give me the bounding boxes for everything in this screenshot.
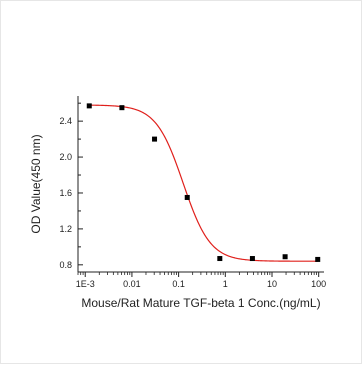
data-point (315, 256, 321, 262)
y-tick-label: 2.4 (59, 116, 72, 126)
x-tick-label: 10 (267, 279, 277, 289)
y-tick-label: 1.2 (59, 224, 72, 234)
y-axis-title: OD Value(450 nm) (29, 134, 43, 233)
data-points-layer (86, 103, 321, 262)
data-point (282, 254, 288, 260)
x-tick-label: 100 (311, 279, 326, 289)
data-point (217, 256, 223, 262)
y-tick-label: 1.6 (59, 188, 72, 198)
x-tick-label: 0.01 (123, 279, 141, 289)
x-tick-label: 0.1 (172, 279, 185, 289)
x-tick-label: 1E-3 (76, 279, 95, 289)
data-point (86, 103, 92, 109)
x-axis-title: Mouse/Rat Mature TGF-beta 1 Conc.(ng/mL) (81, 296, 320, 310)
data-point (119, 105, 125, 111)
data-point (184, 194, 190, 200)
fit-curve-line (89, 104, 318, 262)
chart-axes (77, 96, 324, 277)
tick-labels-layer: 0.8 1.2 1.6 2.0 2.4 1E-3 0.01 0.1 1 10 100 (59, 116, 326, 289)
x-tick-label: 1 (223, 279, 228, 289)
fit-curve-layer (89, 104, 318, 262)
y-tick-label: 0.8 (59, 260, 72, 270)
y-tick-label: 2.0 (59, 152, 72, 162)
data-point (249, 256, 255, 262)
data-point (152, 136, 158, 142)
